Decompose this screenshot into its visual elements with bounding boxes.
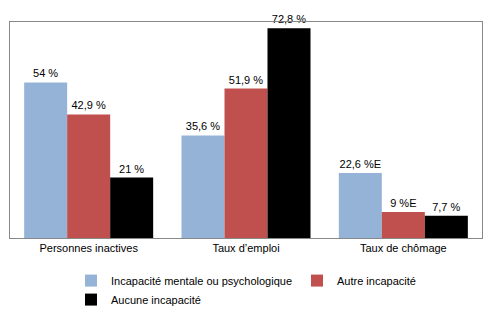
svg-text:Taux d’emploi: Taux d’emploi [212, 242, 279, 254]
svg-text:7,7 %: 7,7 % [432, 201, 460, 213]
svg-text:Aucune incapacité: Aucune incapacité [111, 294, 201, 306]
svg-text:42,9 %: 42,9 % [71, 99, 105, 111]
svg-text:Incapacité mentale ou psycholo: Incapacité mentale ou psychologique [111, 275, 292, 287]
svg-text:Taux de chômage: Taux de chômage [360, 242, 447, 254]
svg-text:22,6 %E: 22,6 %E [340, 158, 382, 170]
svg-text:35,6 %: 35,6 % [186, 120, 220, 132]
svg-text:21 %: 21 % [119, 163, 144, 175]
svg-text:Personnes inactives: Personnes inactives [39, 242, 138, 254]
svg-text:72,8 %: 72,8 % [272, 13, 306, 25]
svg-text:9 %E: 9 %E [390, 197, 416, 209]
svg-text:Autre incapacité: Autre incapacité [337, 275, 416, 287]
svg-text:54 %: 54 % [33, 67, 58, 79]
svg-text:51,9 %: 51,9 % [229, 74, 263, 86]
